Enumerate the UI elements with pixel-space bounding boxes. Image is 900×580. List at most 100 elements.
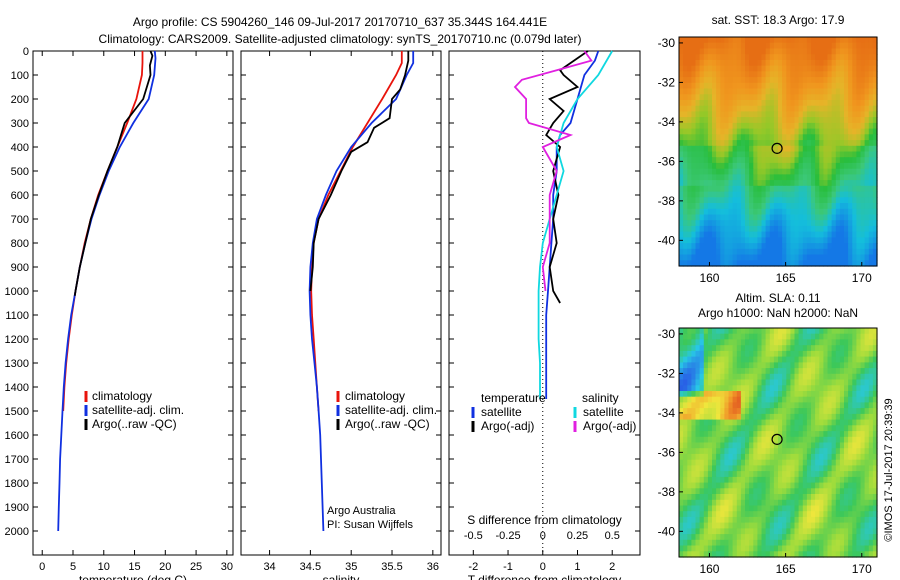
map-x-tick-label: 170 — [852, 562, 872, 576]
x-tick-label: 25 — [190, 561, 202, 573]
y-tick-label: 0 — [23, 46, 29, 58]
map-y-tick-label: -38 — [658, 485, 676, 499]
temperature-profile-panel: 0 5 10 15 20 25 300100200300400500600700800900… — [5, 46, 234, 580]
x-tick-label: -2 — [468, 561, 478, 573]
y-tick-label: 700 — [11, 214, 29, 226]
map-x-tick-label: 165 — [776, 271, 796, 285]
x-tick-label: 5 — [70, 561, 76, 573]
sst-map-panel: 160 165 170 -30 -32 -34 -36 -38 -40 sat. SST: 18.… — [658, 13, 878, 285]
sla-map-panel: 160 165 170 -30 -32 -34 -36 -38 -40 Altim. SLA: 0… — [658, 291, 878, 576]
x-tick-label: 15 — [128, 561, 140, 573]
x-tick-label: 1 — [574, 561, 580, 573]
plot-frame — [448, 50, 641, 556]
salinity-tick-label: 0.5 — [605, 530, 620, 542]
salinity-tick-label: -0.25 — [495, 530, 520, 542]
legend-entry: climatology — [345, 389, 405, 403]
legend-header: temperature — [481, 391, 546, 405]
y-tick-label: 200 — [11, 94, 29, 106]
map-y-tick-label: -32 — [658, 75, 676, 89]
argo-location-marker — [771, 433, 783, 445]
map-y-tick-label: -40 — [658, 524, 676, 538]
map-x-tick-label: 160 — [699, 271, 719, 285]
legend-entry: Argo(..raw -QC) — [92, 417, 177, 431]
x-axis-label: temperature (deg C) — [79, 573, 187, 580]
legend-header: salinity — [582, 391, 619, 405]
map-frame — [678, 327, 878, 558]
heatmap-cells — [679, 37, 878, 267]
map-y-tick-label: -34 — [658, 406, 676, 420]
series-line-1 — [308, 51, 415, 532]
legend-entry: satellite-adj. clim. — [92, 403, 184, 417]
salinity-tick-label: -0.5 — [464, 530, 483, 542]
diff-series-line-0 — [545, 50, 600, 399]
map-frame — [678, 36, 878, 267]
x-tick-label: 34.5 — [300, 561, 321, 573]
map-y-tick-label: -30 — [658, 36, 676, 50]
y-tick-label: 1200 — [5, 334, 29, 346]
x-axis-label: salinity — [323, 573, 360, 580]
y-tick-label: 1100 — [5, 310, 29, 322]
x-axis-label: T difference from climatology — [468, 573, 622, 580]
legend-entry: Argo(-adj) — [481, 419, 534, 433]
legend-entry: satellite-adj. clim. — [345, 403, 437, 417]
legend-entry: climatology — [92, 389, 152, 403]
y-tick-label: 800 — [11, 238, 29, 250]
map-x-tick-label: 165 — [776, 562, 796, 576]
map-title: Altim. SLA: 0.11 — [735, 291, 820, 305]
plot-frame — [32, 50, 234, 556]
map-x-tick-label: 160 — [699, 562, 719, 576]
y-tick-label: 2000 — [5, 526, 29, 538]
y-tick-label: 1400 — [5, 382, 29, 394]
y-tick-label: 1500 — [5, 406, 29, 418]
map-y-tick-label: -40 — [658, 233, 676, 247]
x-tick-label: 35 — [345, 561, 357, 573]
map-y-tick-label: -30 — [658, 327, 676, 341]
y-tick-label: 100 — [11, 70, 29, 82]
plot-frame — [240, 50, 442, 556]
x-tick-label: 10 — [98, 561, 110, 573]
figure-title-line1: Argo profile: CS 5904260_146 09-Jul-2017… — [133, 15, 547, 29]
x-tick-label: 34 — [263, 561, 275, 573]
heatmap-cells — [679, 328, 878, 558]
x-tick-label: 35.5 — [381, 561, 402, 573]
legend-entry: satellite — [583, 405, 624, 419]
x-tick-label: 2 — [609, 561, 615, 573]
map-y-tick-label: -32 — [658, 366, 676, 380]
x-tick-label: 0 — [39, 561, 45, 573]
salinity-profile-panel: 34 34.5 35 35.5 36 salinity climatologysatelli… — [240, 50, 442, 580]
x-tick-label: 0 — [540, 561, 546, 573]
figure-title-line2: Climatology: CARS2009. Satellite-adjuste… — [99, 32, 582, 46]
annotation-line: Argo Australia — [327, 505, 396, 517]
diff-series-line-3 — [513, 50, 593, 292]
y-tick-label: 900 — [11, 262, 29, 274]
map-y-tick-label: -36 — [658, 154, 676, 168]
annotation-line: PI: Susan Wijffels — [327, 519, 413, 531]
map-y-tick-label: -36 — [658, 445, 676, 459]
x-tick-label: -1 — [503, 561, 513, 573]
y-tick-label: 1800 — [5, 478, 29, 490]
legend-entry: Argo(-adj) — [583, 419, 636, 433]
series-line-2 — [309, 51, 410, 292]
x-tick-label: 36 — [427, 561, 439, 573]
series-line-2 — [73, 50, 154, 296]
y-tick-label: 1000 — [5, 286, 29, 298]
y-tick-label: 400 — [11, 142, 29, 154]
salinity-axis-label: S difference from climatology — [467, 513, 622, 527]
y-tick-label: 600 — [11, 190, 29, 202]
salinity-tick-label: 0.25 — [567, 530, 588, 542]
map-x-tick-label: 170 — [852, 271, 872, 285]
map-y-tick-label: -34 — [658, 115, 676, 129]
map-y-tick-label: -38 — [658, 194, 676, 208]
y-tick-label: 1900 — [5, 502, 29, 514]
x-tick-label: 30 — [221, 561, 233, 573]
y-tick-label: 1600 — [5, 430, 29, 442]
y-tick-label: 500 — [11, 166, 29, 178]
y-tick-label: 1700 — [5, 454, 29, 466]
legend-entry: satellite — [481, 405, 522, 419]
y-tick-label: 300 — [11, 118, 29, 130]
x-tick-label: 20 — [159, 561, 171, 573]
y-tick-label: 1300 — [5, 358, 29, 370]
map-title: Argo h1000: NaN h2000: NaN — [698, 306, 858, 320]
legend-entry: Argo(..raw -QC) — [345, 417, 430, 431]
